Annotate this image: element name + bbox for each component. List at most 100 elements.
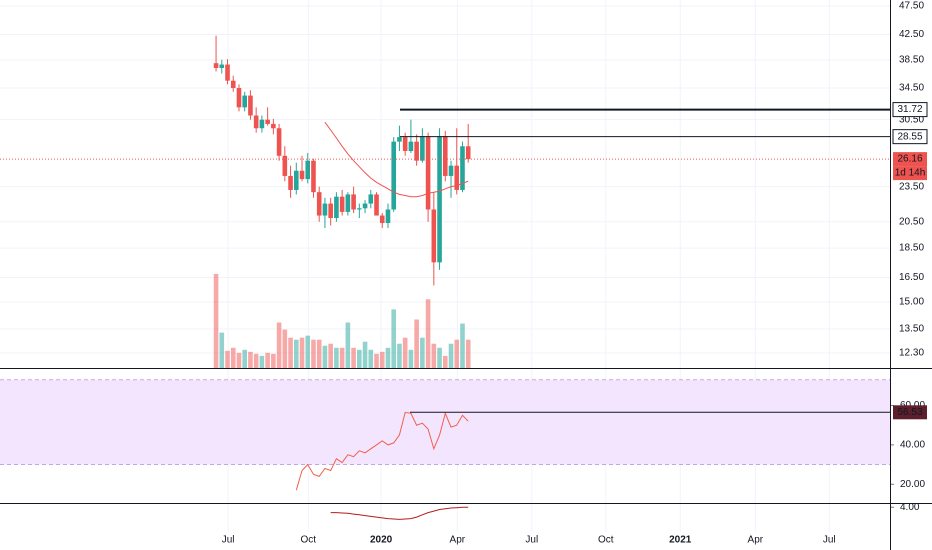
volume-bar xyxy=(391,309,397,368)
y-tick-label: 30.50 xyxy=(899,114,924,125)
candle-body xyxy=(448,165,454,176)
x-tick-label: 2021 xyxy=(669,535,692,546)
candle-body xyxy=(397,137,402,142)
volume-bar xyxy=(282,329,288,368)
volume-bar xyxy=(379,351,385,368)
volume-bar xyxy=(305,335,311,368)
candle-body xyxy=(322,203,328,216)
x-tick-label: Oct xyxy=(598,535,614,546)
level-label-bg xyxy=(892,129,928,145)
candle-body xyxy=(368,194,374,204)
candle-body xyxy=(460,146,465,190)
candle-body xyxy=(374,194,379,216)
candle-body xyxy=(276,128,282,156)
volume-bar xyxy=(219,332,225,368)
candle-body xyxy=(334,196,339,218)
volume-bar xyxy=(248,351,253,368)
volume-bar xyxy=(357,349,362,368)
volume-bar xyxy=(316,339,322,368)
level-label: 28.55 xyxy=(897,131,922,142)
volume-bar xyxy=(265,352,270,368)
volume-bar xyxy=(425,299,431,368)
volume-bar xyxy=(334,347,339,368)
volume-bar xyxy=(288,337,293,368)
candle-body xyxy=(465,146,471,160)
candle-body xyxy=(437,136,442,263)
candle-body xyxy=(316,192,322,216)
y-tick-label: 42.50 xyxy=(899,29,924,40)
candle-body xyxy=(230,80,236,89)
candle-body xyxy=(328,203,333,218)
candle-body xyxy=(345,194,351,212)
candle-body xyxy=(265,119,270,124)
candle-body xyxy=(414,141,419,161)
volume-bar xyxy=(299,337,305,368)
y-tick-label: 40.00 xyxy=(900,440,925,451)
candle-body xyxy=(351,194,356,210)
volume-bar xyxy=(351,347,356,368)
volume-bar xyxy=(362,341,368,368)
volume-bar xyxy=(328,343,333,368)
x-tick-label: Jul xyxy=(222,535,235,546)
candle-body xyxy=(362,203,368,209)
y-tick-label: 15.00 xyxy=(899,297,924,308)
y-tick-label: 38.50 xyxy=(899,54,924,65)
candle-body xyxy=(248,95,253,116)
candle-body xyxy=(225,64,230,81)
volume-bar xyxy=(253,353,259,368)
level-label-bg xyxy=(892,102,928,118)
x-tick-label: Apr xyxy=(748,535,764,546)
volume-bar xyxy=(460,323,465,368)
band xyxy=(0,379,890,465)
volume-bar xyxy=(402,337,408,368)
candle-body xyxy=(339,196,345,212)
candle-body xyxy=(282,155,288,176)
candle-body xyxy=(288,175,293,190)
candle-body xyxy=(442,136,448,176)
indicator-line xyxy=(295,411,469,491)
volume-bar xyxy=(431,343,437,368)
volume-bar xyxy=(420,337,425,368)
level-label: 31.72 xyxy=(897,104,922,115)
y-tick-label: 34.50 xyxy=(899,83,924,94)
y-tick-label: 18.50 xyxy=(899,243,924,254)
x-tick-label: 2020 xyxy=(370,535,393,546)
candle-body xyxy=(236,88,242,108)
candle-body xyxy=(299,170,305,180)
x-tick-label: Apr xyxy=(450,535,466,546)
volume-bar xyxy=(259,355,265,368)
volume-bar xyxy=(213,274,219,368)
volume-bar xyxy=(454,339,460,368)
volume-bar xyxy=(408,349,414,368)
volume-bar xyxy=(465,339,471,368)
x-tick-label: Jul xyxy=(823,535,836,546)
volume-bar xyxy=(271,353,276,368)
candle-body xyxy=(391,141,397,210)
y-tick-label: 47.50 xyxy=(899,1,924,12)
volume-bar xyxy=(322,345,328,368)
candle-body xyxy=(311,160,316,193)
volume-bar xyxy=(236,352,242,368)
candle-body xyxy=(242,95,248,108)
volume-bar xyxy=(374,353,379,368)
candle-body xyxy=(213,63,219,68)
volume-bar xyxy=(230,347,236,368)
y-tick-label: 13.50 xyxy=(899,324,924,335)
volume-bar xyxy=(397,343,402,368)
countdown-label: 1d 14h xyxy=(895,168,926,179)
volume-bar xyxy=(414,319,419,368)
volume-bar xyxy=(293,339,299,368)
y-tick-label: 20.50 xyxy=(899,216,924,227)
candle-body xyxy=(259,119,265,129)
candle-body xyxy=(454,165,460,190)
volume-bar xyxy=(311,339,316,368)
volume-bar xyxy=(385,347,391,368)
y-tick-label: 20.00 xyxy=(900,479,925,490)
candle-body xyxy=(293,170,299,190)
level-label-bg xyxy=(893,405,927,420)
candle-body xyxy=(305,160,311,180)
candle-body xyxy=(379,215,385,223)
moving-average-line xyxy=(324,121,469,198)
